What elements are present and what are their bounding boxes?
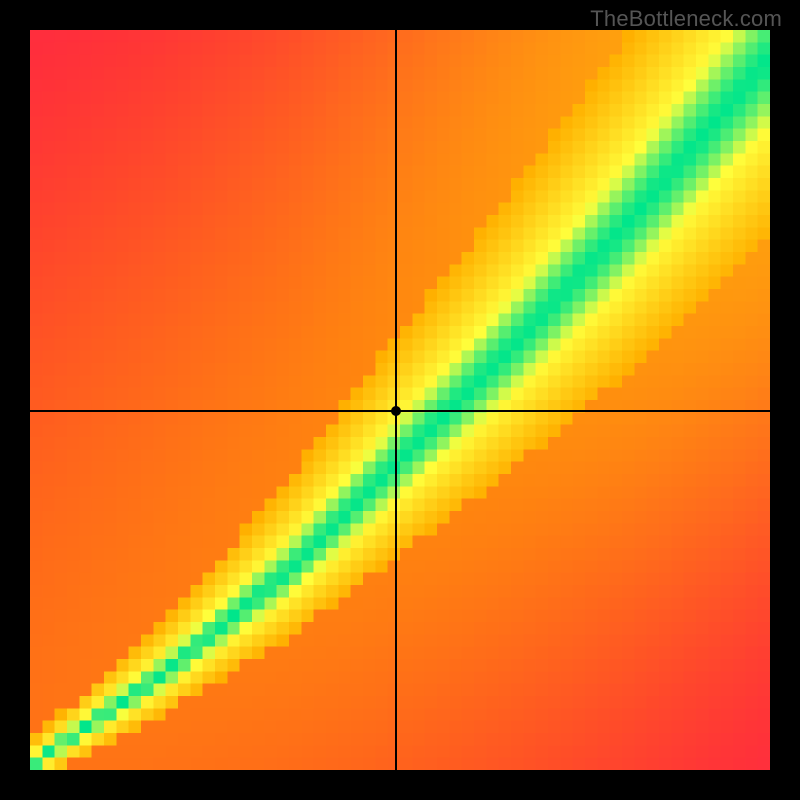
chart-container: TheBottleneck.com	[0, 0, 800, 800]
crosshair-vertical	[395, 30, 397, 770]
heatmap-canvas	[30, 30, 770, 770]
watermark-text: TheBottleneck.com	[590, 6, 782, 32]
plot-area	[30, 30, 770, 770]
